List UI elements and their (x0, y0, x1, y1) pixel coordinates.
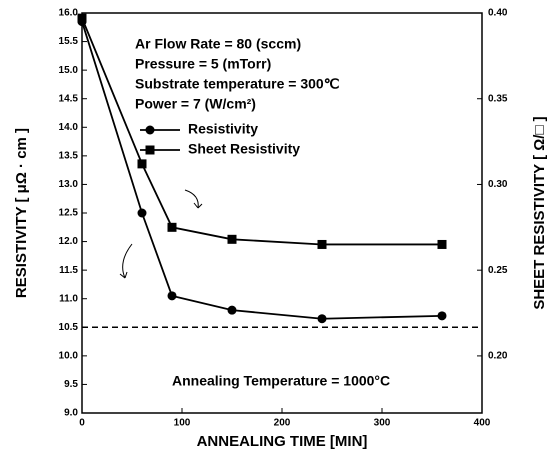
y-tick-label: 13.5 (59, 150, 79, 161)
legend-marker (145, 145, 155, 155)
data-point (437, 311, 447, 321)
legend-label: Resistivity (188, 121, 258, 137)
y-tick-label: 14.5 (59, 93, 79, 104)
annotation: Annealing Temperature = 1000°C (172, 373, 390, 389)
y2-tick-label: 0.35 (488, 93, 508, 104)
y-tick-label: 12.5 (59, 208, 79, 219)
y-tick-label: 15.0 (59, 65, 79, 76)
series-line (81, 17, 442, 246)
data-point (167, 291, 177, 301)
x-tick-label: 400 (474, 418, 491, 429)
y-tick-label: 10.0 (59, 350, 79, 361)
y-tick-label: 11.5 (59, 265, 78, 276)
arrow-head (119, 271, 128, 279)
legend-label: Sheet Resistivity (188, 141, 300, 157)
x-tick-label: 0 (79, 418, 85, 429)
data-point (227, 305, 237, 315)
y-tick-label: 13.0 (59, 179, 79, 190)
annotation: Ar Flow Rate = 80 (sccm) (135, 36, 301, 52)
y-tick-label: 16.0 (59, 8, 79, 19)
data-point (137, 159, 147, 169)
y-tick-label: 15.5 (59, 36, 79, 47)
data-point (437, 239, 447, 249)
data-point (227, 234, 237, 244)
y2-tick-label: 0.40 (488, 8, 508, 19)
y-tick-label: 9.0 (64, 408, 78, 419)
y-tick-label: 14.0 (59, 122, 79, 133)
series-line (81, 21, 443, 320)
y2-tick-label: 0.20 (488, 351, 508, 362)
x-tick-label: 300 (374, 418, 391, 429)
x-axis-label: ANNEALING TIME [MIN] (197, 433, 368, 450)
x-tick-label: 100 (174, 418, 191, 429)
y-tick-label: 9.5 (64, 379, 78, 390)
arrow (184, 189, 199, 209)
y2-tick-label: 0.25 (488, 265, 508, 276)
legend-marker (145, 125, 155, 135)
x-tick-label: 200 (274, 418, 291, 429)
arrow (122, 243, 133, 279)
y-tick-label: 10.5 (59, 322, 79, 333)
data-point (317, 239, 327, 249)
annotation: Power = 7 (W/cm²) (135, 96, 256, 112)
y-tick-label: 12.0 (59, 236, 79, 247)
data-point (137, 208, 147, 218)
arrow-head (193, 202, 203, 209)
y-axis-label: RESISTIVITY [ μΩ · cm ] (13, 128, 30, 298)
y2-axis-label: SHEET RESISTIVITY [ Ω/□ ] (531, 116, 548, 309)
y-tick-label: 11.0 (59, 293, 78, 304)
data-point (317, 314, 327, 324)
annotation: Substrate temperature = 300℃ (135, 76, 340, 92)
data-point (167, 222, 177, 232)
data-point (77, 13, 87, 23)
y2-tick-label: 0.30 (488, 179, 508, 190)
annotation: Pressure = 5 (mTorr) (135, 56, 271, 72)
